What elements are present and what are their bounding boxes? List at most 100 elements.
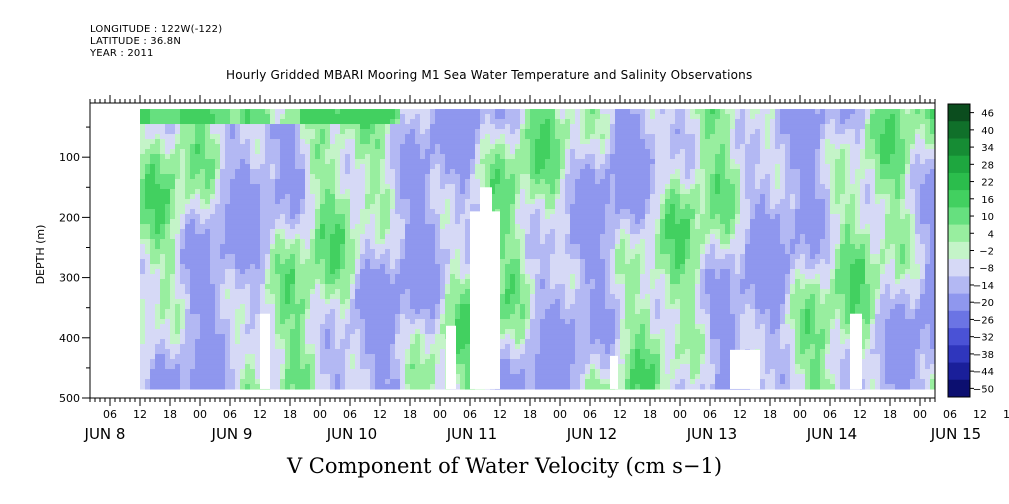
heatmap-cell — [640, 174, 646, 180]
heatmap-cell — [280, 149, 286, 155]
heatmap-cell — [490, 139, 496, 145]
heatmap-cell — [290, 159, 296, 165]
heatmap-cell — [885, 194, 891, 200]
heatmap-cell — [665, 164, 671, 170]
heatmap-cell — [910, 249, 916, 255]
heatmap-cell — [185, 179, 191, 185]
heatmap-cell — [675, 174, 681, 180]
heatmap-cell — [585, 154, 591, 160]
heatmap-cell — [485, 169, 491, 175]
heatmap-cell — [420, 169, 426, 175]
heatmap-cell — [760, 189, 766, 195]
heatmap-cell — [880, 149, 886, 155]
heatmap-cell — [810, 164, 816, 170]
heatmap-cell — [365, 164, 371, 170]
heatmap-cell — [450, 159, 456, 165]
heatmap-cell — [600, 254, 606, 260]
heatmap-cell — [360, 179, 366, 185]
heatmap-cell — [225, 159, 231, 165]
heatmap-cell — [445, 154, 451, 160]
heatmap-cell — [215, 109, 221, 115]
heatmap-cell — [770, 239, 776, 245]
heatmap-cell — [415, 204, 421, 210]
heatmap-cell — [540, 159, 546, 165]
heatmap-cell — [710, 234, 716, 240]
heatmap-cell — [740, 199, 746, 205]
heatmap-cell — [500, 144, 506, 150]
heatmap-cell — [465, 204, 471, 210]
heatmap-cell — [335, 234, 341, 240]
heatmap-cell — [645, 254, 651, 260]
heatmap-cell — [485, 179, 491, 185]
heatmap-cell — [885, 154, 891, 160]
heatmap-cell — [385, 174, 391, 180]
heatmap-cell — [885, 244, 891, 250]
heatmap-cell — [905, 194, 911, 200]
heatmap-cell — [880, 119, 886, 125]
heatmap-cell — [455, 234, 461, 240]
heatmap-cell — [600, 249, 606, 255]
heatmap-cell — [865, 224, 871, 230]
heatmap-cell — [330, 209, 336, 215]
heatmap-cell — [535, 219, 541, 225]
heatmap-cell — [855, 209, 861, 215]
heatmap-cell — [705, 224, 711, 230]
heatmap-cell — [420, 184, 426, 190]
heatmap-cell — [605, 209, 611, 215]
heatmap-cell — [630, 139, 636, 145]
heatmap-cell — [765, 214, 771, 220]
heatmap-cell — [275, 214, 281, 220]
heatmap-cell — [380, 204, 386, 210]
heatmap-cell — [615, 199, 621, 205]
heatmap-cell — [200, 124, 206, 130]
heatmap-cell — [755, 144, 761, 150]
heatmap-cell — [515, 124, 521, 130]
heatmap-cell — [745, 254, 751, 260]
heatmap-cell — [560, 144, 566, 150]
heatmap-cell — [295, 119, 301, 125]
heatmap-cell — [685, 244, 691, 250]
heatmap-cell — [655, 114, 661, 120]
heatmap-cell — [570, 219, 576, 225]
heatmap-cell — [755, 179, 761, 185]
heatmap-cell — [765, 134, 771, 140]
heatmap-cell — [335, 144, 341, 150]
heatmap-cell — [880, 164, 886, 170]
heatmap-cell — [630, 144, 636, 150]
heatmap-cell — [375, 209, 381, 215]
heatmap-cell — [885, 139, 891, 145]
heatmap-cell — [160, 194, 166, 200]
heatmap-cell — [305, 164, 311, 170]
heatmap-cell — [780, 189, 786, 195]
heatmap-cell — [435, 159, 441, 165]
heatmap-cell — [210, 174, 216, 180]
heatmap-cell — [270, 214, 276, 220]
heatmap-cell — [305, 154, 311, 160]
heatmap-cell — [145, 219, 151, 225]
heatmap-cell — [365, 154, 371, 160]
heatmap-cell — [280, 189, 286, 195]
heatmap-cell — [725, 129, 731, 135]
heatmap-cell — [205, 199, 211, 205]
heatmap-cell — [545, 234, 551, 240]
heatmap-cell — [450, 154, 456, 160]
heatmap-cell — [250, 264, 256, 270]
heatmap-cell — [210, 249, 216, 255]
heatmap-cell — [625, 154, 631, 160]
heatmap-cell — [895, 184, 901, 190]
heatmap-cell — [600, 109, 606, 115]
heatmap-cell — [660, 154, 666, 160]
heatmap-cell — [900, 194, 906, 200]
heatmap-cell — [365, 114, 371, 120]
heatmap-cell — [560, 159, 566, 165]
heatmap-cell — [355, 139, 361, 145]
heatmap-cell — [715, 119, 721, 125]
heatmap-cell — [180, 264, 186, 270]
heatmap-cell — [495, 204, 501, 210]
heatmap-cell — [795, 154, 801, 160]
heatmap-cell — [160, 264, 166, 270]
heatmap-cell — [925, 249, 931, 255]
heatmap-cell — [930, 244, 936, 250]
heatmap-cell — [675, 164, 681, 170]
heatmap-cell — [590, 124, 596, 130]
